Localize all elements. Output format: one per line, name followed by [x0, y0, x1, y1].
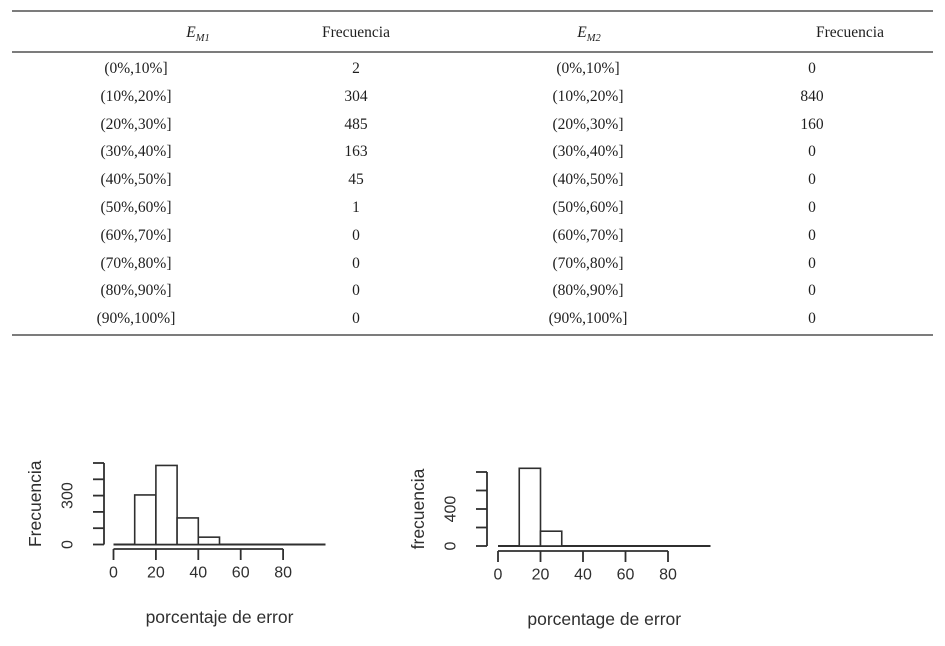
- table-bottom-rule: [12, 334, 933, 336]
- y-tick-label: 300: [60, 482, 77, 509]
- em2-frequency-cell: 0: [808, 254, 816, 272]
- y-axis-title: frecuencia: [408, 468, 428, 549]
- em2-interval-cell: (10%,20%]: [552, 87, 624, 105]
- histogram-bar: [133, 494, 157, 546]
- x-tick-label: 40: [574, 567, 592, 584]
- histogram-em1: 0 300 0 20 40 60 80 Frecuencia porcentaje de err…: [0, 430, 360, 646]
- column-header-frecuencia-1: Frecuencia: [322, 24, 390, 41]
- em1-subscript: M1: [195, 33, 210, 45]
- em1-interval-cell: (0%,10%]: [104, 60, 168, 77]
- column-header-em2: EM2: [577, 24, 600, 44]
- em1-frequency-cell: 0: [352, 282, 360, 300]
- histogram-em2: 0 400 0 20 40 60 80 frecuencia porcentage de err…: [390, 430, 750, 646]
- em2-interval-cell: (70%,80%]: [552, 254, 624, 272]
- em2-subscript: M2: [586, 33, 601, 45]
- x-tick-label: 80: [274, 565, 292, 582]
- em1-frequency-cell: 485: [344, 115, 368, 133]
- em1-frequency-cell: 2: [352, 60, 360, 77]
- em2-frequency-cell: 0: [808, 226, 816, 244]
- histogram-em2-svg: 0 400 0 20 40 60 80 frecuencia porcentage de err…: [408, 467, 711, 629]
- table-header-rule: [12, 51, 933, 53]
- em2-frequency-cell: 0: [808, 143, 816, 161]
- table-row: (30%,40%] 163 (30%,40%] 0: [0, 138, 945, 166]
- em1-symbol: E: [186, 24, 196, 41]
- em2-frequency-cell: 0: [808, 310, 816, 328]
- x-tick-label: 60: [617, 567, 635, 584]
- em2-interval-cell: (80%,90%]: [552, 282, 624, 300]
- em1-interval-cell: (20%,30%]: [100, 115, 172, 133]
- histogram-em1-svg: 0 300 0 20 40 60 80 Frecuencia porcentaje de err…: [25, 460, 326, 627]
- table-row: (80%,90%] 0 (80%,90%] 0: [0, 277, 945, 305]
- em2-interval-cell: (40%,50%]: [552, 171, 624, 189]
- x-axis-title: porcentage de error: [527, 609, 681, 629]
- histogram-bar: [518, 467, 542, 547]
- em1-frequency-cell: 163: [344, 143, 368, 161]
- em1-interval-cell: (80%,90%]: [100, 282, 172, 300]
- x-tick-label: 60: [232, 565, 250, 582]
- table-row: (70%,80%] 0 (70%,80%] 0: [0, 250, 945, 278]
- em1-interval-cell: (50%,60%]: [100, 198, 172, 216]
- em2-interval-cell: (90%,100%]: [548, 310, 628, 328]
- em1-frequency-cell: 1: [352, 198, 360, 216]
- em2-interval-cell: (20%,30%]: [552, 115, 624, 133]
- em2-frequency-cell: 0: [808, 171, 816, 189]
- x-tick-label: 20: [532, 567, 550, 584]
- em2-interval-cell: (50%,60%]: [552, 198, 624, 216]
- em2-frequency-cell: 0: [808, 198, 816, 216]
- table-top-rule: [12, 10, 933, 12]
- em2-frequency-cell: 840: [800, 87, 824, 105]
- em1-interval-cell: (70%,80%]: [100, 254, 172, 272]
- table-row: (20%,30%] 485 (20%,30%] 160: [0, 111, 945, 139]
- em1-frequency-cell: 304: [344, 87, 368, 105]
- em1-interval-cell: (30%,40%]: [100, 143, 172, 161]
- y-axis-title: Frecuencia: [25, 460, 45, 547]
- em1-interval-cell: (90%,100%]: [96, 310, 176, 328]
- em1-interval-cell: (60%,70%]: [100, 226, 172, 244]
- em1-frequency-cell: 0: [352, 226, 360, 244]
- histogram-bar: [539, 530, 563, 547]
- histogram-bar: [197, 536, 221, 546]
- x-tick-label: 20: [147, 565, 165, 582]
- y-tick-label: 0: [60, 540, 77, 549]
- em2-frequency-cell: 160: [800, 115, 824, 133]
- em1-interval-cell: (10%,20%]: [100, 87, 172, 105]
- table-row: (90%,100%] 0 (90%,100%] 0: [0, 305, 945, 333]
- column-header-frecuencia-2: Frecuencia: [816, 24, 884, 41]
- table-row: (0%,10%] 2 (0%,10%] 0: [0, 55, 945, 83]
- x-tick-label: 0: [109, 565, 118, 582]
- em2-interval-cell: (30%,40%]: [552, 143, 624, 161]
- y-tick-label: 0: [443, 541, 460, 550]
- em2-interval-cell: (60%,70%]: [552, 226, 624, 244]
- x-tick-label: 0: [494, 567, 503, 584]
- table-row: (40%,50%] 45 (40%,50%] 0: [0, 166, 945, 194]
- table-body: (0%,10%] 2 (0%,10%] 0 (10%,20%] 304 (10%,20%] 8…: [0, 55, 945, 333]
- em2-frequency-cell: 0: [808, 60, 816, 77]
- em1-frequency-cell: 0: [352, 254, 360, 272]
- em1-frequency-cell: 45: [348, 171, 364, 189]
- em1-interval-cell: (40%,50%]: [100, 171, 172, 189]
- em2-symbol: E: [577, 24, 587, 41]
- histogram-bar: [155, 464, 178, 546]
- x-tick-label: 80: [659, 567, 677, 584]
- em2-frequency-cell: 0: [808, 282, 816, 300]
- y-tick-label: 400: [443, 496, 460, 523]
- x-tick-label: 40: [189, 565, 207, 582]
- table-row: (50%,60%] 1 (50%,60%] 0: [0, 194, 945, 222]
- column-header-em1: EM1: [186, 24, 209, 44]
- x-axis-title: porcentaje de error: [146, 607, 294, 627]
- histogram-bar: [176, 517, 200, 546]
- em2-interval-cell: (0%,10%]: [556, 60, 620, 77]
- table-row: (60%,70%] 0 (60%,70%] 0: [0, 222, 945, 250]
- table-row: (10%,20%] 304 (10%,20%] 840: [0, 83, 945, 111]
- em1-frequency-cell: 0: [352, 310, 360, 328]
